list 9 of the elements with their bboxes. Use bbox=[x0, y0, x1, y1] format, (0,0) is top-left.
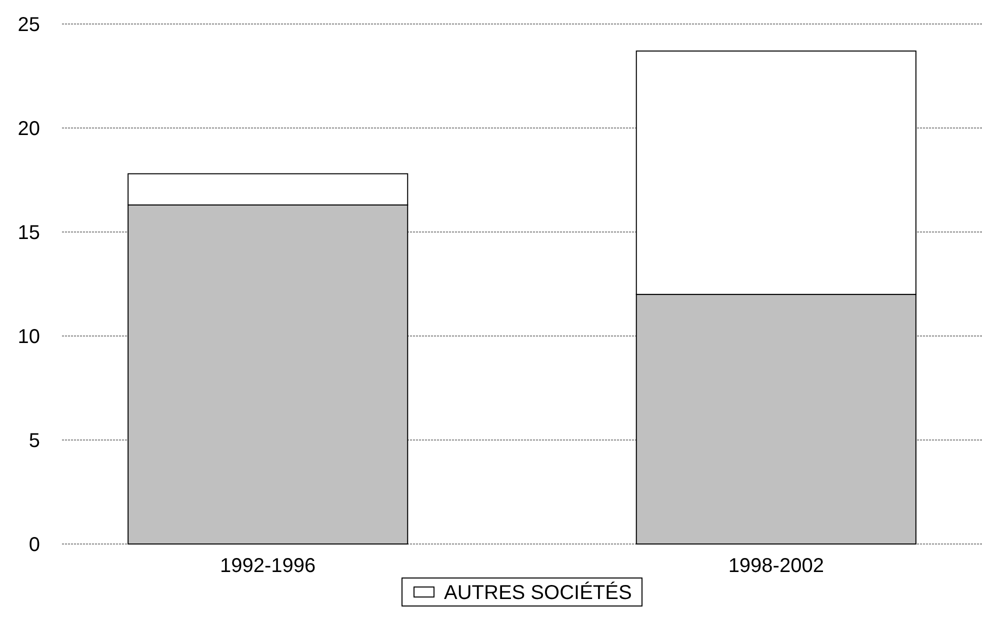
y-tick-label: 10 bbox=[18, 326, 40, 348]
x-tick-label: 1998-2002 bbox=[728, 555, 824, 577]
legend-label: AUTRES SOCIÉTÉS bbox=[444, 581, 632, 604]
y-tick-label: 5 bbox=[28, 430, 40, 452]
y-tick-label: 15 bbox=[18, 222, 40, 244]
y-tick-label: 20 bbox=[18, 118, 40, 140]
x-tick-label: 1992-1996 bbox=[220, 555, 316, 577]
y-tick-label: 0 bbox=[28, 534, 40, 556]
y-tick-label: 25 bbox=[18, 14, 40, 36]
